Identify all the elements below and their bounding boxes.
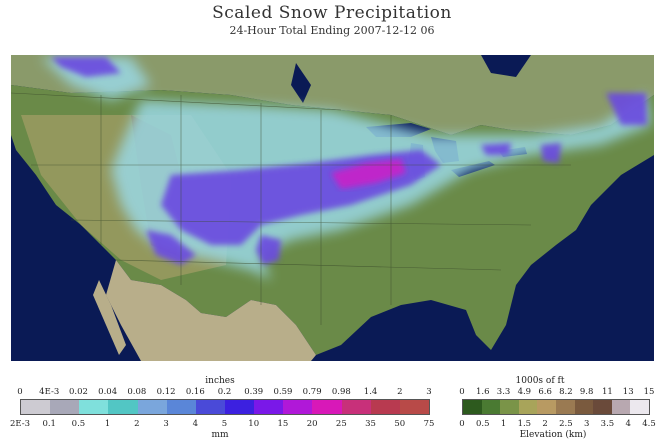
elevation-color-swatch	[593, 400, 612, 414]
precip-top-unit: inches	[205, 376, 235, 386]
canada-land	[11, 55, 654, 135]
tick-label: 6.6	[538, 387, 552, 397]
elevation-color-swatch	[630, 400, 649, 414]
tick-label: 0.02	[68, 387, 88, 397]
tick-label: 0.16	[185, 387, 205, 397]
tick-label: 0.59	[273, 387, 293, 397]
elevation-color-swatch	[518, 400, 538, 414]
tick-label: 0.39	[244, 387, 264, 397]
precip-color-swatch	[283, 400, 313, 414]
precip-bottom-unit: mm	[211, 430, 229, 440]
tick-label: 0.2	[217, 387, 232, 397]
tick-label: 2	[134, 419, 140, 429]
tick-label: 13	[622, 387, 634, 397]
elevation-color-swatch	[481, 400, 501, 414]
canada-lake	[291, 63, 311, 103]
precip-color-swatch	[79, 400, 109, 414]
tick-label: 0.5	[71, 419, 86, 429]
tick-label: 1	[104, 419, 111, 429]
precip-color-swatch	[108, 400, 138, 414]
precip-color-swatch	[312, 400, 342, 414]
tick-label: 75	[423, 419, 435, 429]
elevation-color-swatch	[500, 400, 519, 414]
mexico-land	[106, 260, 316, 361]
precip-colorbar	[20, 399, 430, 415]
map-subtitle: 24-Hour Total Ending 2007-12-12 06	[229, 24, 435, 37]
precip-color-swatch	[254, 400, 284, 414]
tick-label: 0	[459, 419, 465, 429]
tick-label: 10	[248, 419, 260, 429]
elevation-top-unit: 1000s of ft	[515, 376, 565, 386]
tick-label: 2	[397, 387, 403, 397]
elevation-color-swatch	[555, 400, 575, 414]
tick-label: 1.4	[363, 387, 378, 397]
elevation-color-swatch	[463, 400, 482, 414]
snow-map[interactable]	[11, 55, 654, 361]
baja-land	[93, 280, 126, 355]
precip-color-swatch	[137, 400, 167, 414]
precip-color-swatch	[370, 400, 400, 414]
tick-label: 3.3	[496, 387, 511, 397]
map-title: Scaled Snow Precipitation	[212, 3, 452, 23]
tick-label: 35	[365, 419, 376, 429]
tick-label: 15	[643, 387, 655, 397]
tick-label: 8.2	[559, 387, 573, 397]
elevation-color-swatch	[611, 400, 631, 414]
tick-label: 2	[542, 419, 548, 429]
precip-color-swatch	[224, 400, 255, 414]
elevation-color-swatch	[574, 400, 594, 414]
precip-color-swatch	[21, 400, 51, 414]
tick-label: 4	[192, 419, 198, 429]
tick-label: 11	[602, 387, 613, 397]
tick-label: 25	[335, 419, 347, 429]
tick-label: 4.5	[642, 419, 656, 429]
elevation-color-swatch	[537, 400, 556, 414]
tick-label: 0.04	[98, 387, 118, 397]
precip-color-swatch	[399, 400, 429, 414]
tick-label: 0.08	[127, 387, 147, 397]
tick-label: 4.9	[517, 387, 532, 397]
tick-label: 5	[221, 419, 228, 429]
hudson-water	[481, 55, 531, 77]
tick-label: 15	[277, 419, 289, 429]
boundary-lines	[11, 92, 571, 325]
tick-label: 1.5	[517, 419, 532, 429]
tick-label: 3.5	[600, 419, 615, 429]
tick-label: 1	[500, 419, 507, 429]
tick-label: 4	[625, 419, 631, 429]
elevation-bottom-unit: Elevation (km)	[519, 430, 587, 440]
tick-label: 3	[583, 419, 590, 429]
tick-label: 20	[306, 419, 318, 429]
tick-label: 2E-3	[9, 419, 31, 429]
tick-label: 2.5	[559, 419, 573, 429]
tick-label: 0.79	[302, 387, 322, 397]
tick-label: 4E-3	[39, 387, 60, 397]
tick-label: 0	[17, 387, 23, 397]
tick-label: 0	[459, 387, 465, 397]
tick-label: 3	[426, 387, 432, 397]
tick-label: 0.5	[476, 419, 490, 429]
precip-color-swatch	[50, 400, 80, 414]
precip-color-swatch	[195, 400, 225, 414]
tick-label: 0.12	[156, 387, 176, 397]
tick-label: 50	[394, 419, 406, 429]
elevation-colorbar	[462, 399, 650, 415]
tick-label: 9.8	[579, 387, 594, 397]
precip-color-swatch	[341, 400, 371, 414]
tick-label: 0.1	[42, 419, 56, 429]
precip-color-swatch	[166, 400, 196, 414]
tick-label: 3	[163, 419, 169, 429]
tick-label: 0.98	[331, 387, 351, 397]
snow-band-heavy	[331, 159, 406, 189]
tick-label: 1.6	[476, 387, 490, 397]
